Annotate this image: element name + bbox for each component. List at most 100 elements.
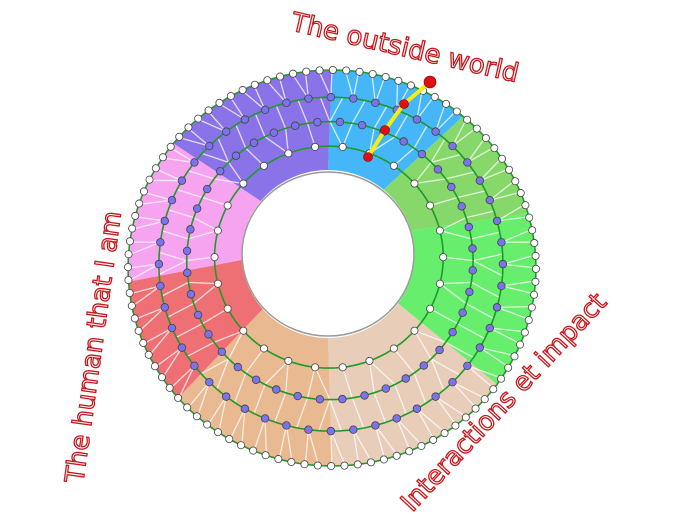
mesh-line: [253, 418, 266, 452]
mesh-line: [213, 178, 244, 185]
mesh-line: [396, 417, 423, 447]
mesh-line: [274, 392, 287, 423]
path-node: [399, 99, 409, 109]
outer-node: [440, 429, 449, 438]
outer-node: [471, 404, 480, 413]
inner-node: [492, 216, 502, 226]
inner-node: [204, 330, 213, 339]
mesh-line: [373, 392, 387, 423]
outer-node: [442, 99, 451, 108]
mesh-line: [306, 367, 316, 399]
mesh-line: [429, 308, 458, 325]
inner-node: [221, 392, 231, 401]
mesh-line: [413, 125, 428, 149]
outer-node: [435, 279, 444, 288]
outer-node: [531, 251, 540, 260]
mesh-line: [235, 124, 247, 149]
mesh-line: [471, 231, 500, 240]
mesh-line: [329, 399, 343, 432]
inner-node: [291, 121, 300, 130]
inner-node: [293, 391, 302, 401]
inner-node: [401, 374, 410, 383]
inner-node: [221, 127, 231, 136]
mesh-line: [129, 285, 161, 295]
inner-node: [485, 196, 495, 205]
outer-node: [302, 67, 311, 76]
outer-node: [516, 340, 525, 349]
mesh-line: [414, 178, 446, 185]
mesh-line: [430, 358, 461, 376]
mesh-line: [218, 102, 246, 121]
inner-node: [177, 176, 187, 185]
inner-node: [448, 141, 457, 151]
mesh-line: [228, 161, 244, 184]
outer-node: [405, 447, 414, 456]
mesh-line: [351, 100, 366, 124]
mesh-line: [352, 71, 360, 99]
mesh-line: [234, 372, 247, 403]
mesh-line: [178, 136, 210, 147]
mesh-line: [472, 253, 503, 262]
outer-node: [381, 72, 390, 81]
mesh-line: [373, 105, 388, 129]
outer-node: [284, 356, 293, 365]
outer-node: [150, 362, 159, 371]
outer-node: [225, 435, 234, 444]
mesh-line: [319, 97, 331, 122]
mesh-line: [143, 191, 173, 201]
mesh-line: [134, 216, 165, 222]
mesh-line: [314, 367, 331, 400]
inner-node: [205, 141, 214, 151]
path-node: [380, 125, 390, 135]
inner-node: [216, 167, 225, 176]
mesh-line: [196, 382, 210, 418]
mesh-line: [445, 341, 474, 359]
inner-node: [381, 384, 391, 393]
outer-node: [125, 288, 134, 297]
mesh-line: [429, 196, 458, 207]
mesh-line: [413, 161, 432, 184]
inner-node: [190, 361, 199, 370]
outer-node: [520, 328, 529, 337]
inner-node: [183, 268, 192, 277]
outer-node: [213, 428, 222, 437]
inner-node: [492, 303, 502, 312]
mesh-line: [128, 263, 160, 282]
outer-node: [287, 458, 296, 467]
mesh-line: [265, 80, 287, 104]
inner-node: [167, 196, 177, 205]
mesh-line: [329, 121, 344, 148]
outer-node: [213, 279, 222, 288]
mesh-line: [285, 360, 289, 393]
mesh-line: [148, 327, 173, 356]
mesh-line: [155, 168, 183, 182]
inner-node: [458, 308, 467, 317]
mesh-line: [413, 330, 432, 360]
mesh-line: [304, 429, 310, 465]
path-node: [363, 152, 373, 162]
mesh-line: [344, 70, 354, 99]
mesh-line: [306, 123, 316, 148]
outer-node: [366, 458, 375, 467]
inner-node: [497, 238, 506, 247]
mesh-line: [342, 367, 353, 399]
outer-node: [426, 304, 435, 313]
mesh-line: [134, 306, 165, 320]
inner-node: [371, 98, 380, 108]
mesh-line: [138, 199, 173, 205]
mesh-line: [416, 90, 423, 120]
inner-node: [304, 94, 313, 103]
outer-node: [204, 106, 213, 115]
outer-node: [165, 383, 174, 392]
mesh-line: [213, 330, 244, 343]
outer-node: [157, 373, 166, 382]
inner-node: [457, 202, 466, 211]
mesh-line: [479, 347, 509, 368]
mesh-line: [176, 188, 203, 199]
outer-node: [516, 189, 525, 198]
mesh-line: [435, 110, 457, 133]
inner-node: [412, 404, 422, 413]
mesh-line: [193, 217, 219, 232]
outer-node: [134, 326, 143, 335]
mesh-line: [217, 137, 230, 163]
